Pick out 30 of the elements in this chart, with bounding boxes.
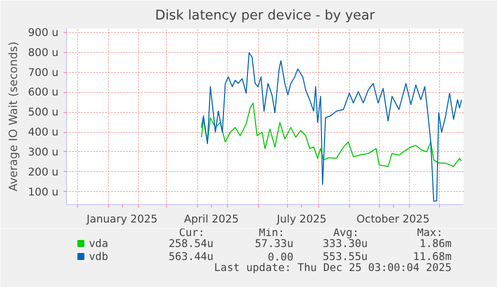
x-tick-label: July 2025: [276, 212, 327, 226]
text: 57.33u: [254, 237, 294, 250]
text: Avg:: [333, 226, 359, 239]
text: 11.68m: [413, 250, 452, 263]
legend-label: vda: [88, 237, 108, 250]
text: 0.00: [268, 250, 294, 264]
text: 258.54u: [168, 237, 214, 250]
y-tick-label: 700 u: [28, 66, 59, 79]
chart-title: Disk latency per device - by year: [155, 8, 376, 24]
text: Last update: Thu Dec 25 03:00:04 2025: [214, 261, 452, 274]
x-tick-label: October 2025: [356, 212, 430, 226]
text: Max:: [417, 226, 443, 239]
y-tick-label: 100 u: [28, 185, 59, 198]
x-tick-label: January 2025: [86, 212, 158, 226]
y-tick-label: 400 u: [28, 126, 59, 139]
text: 563.44u: [168, 250, 214, 263]
y-tick-label: 800 u: [28, 46, 59, 59]
line-series: [200, 52, 462, 202]
text: 333.30u: [322, 237, 368, 250]
y-tick-label: 600 u: [28, 86, 59, 99]
y-tick-label: 200 u: [28, 165, 59, 178]
y-tick-label: 500 u: [28, 106, 59, 119]
legend-label: vdb: [88, 250, 108, 263]
y-tick-label: 300 u: [28, 145, 59, 158]
line-series: [200, 102, 462, 167]
y-tick-label: 900 u: [28, 26, 59, 39]
text: 553.55u: [322, 250, 368, 263]
text: 1.86m: [419, 237, 452, 250]
x-tick-label: April 2025: [184, 212, 239, 226]
y-axis-title: Average IO Wait (seconds): [6, 42, 20, 192]
